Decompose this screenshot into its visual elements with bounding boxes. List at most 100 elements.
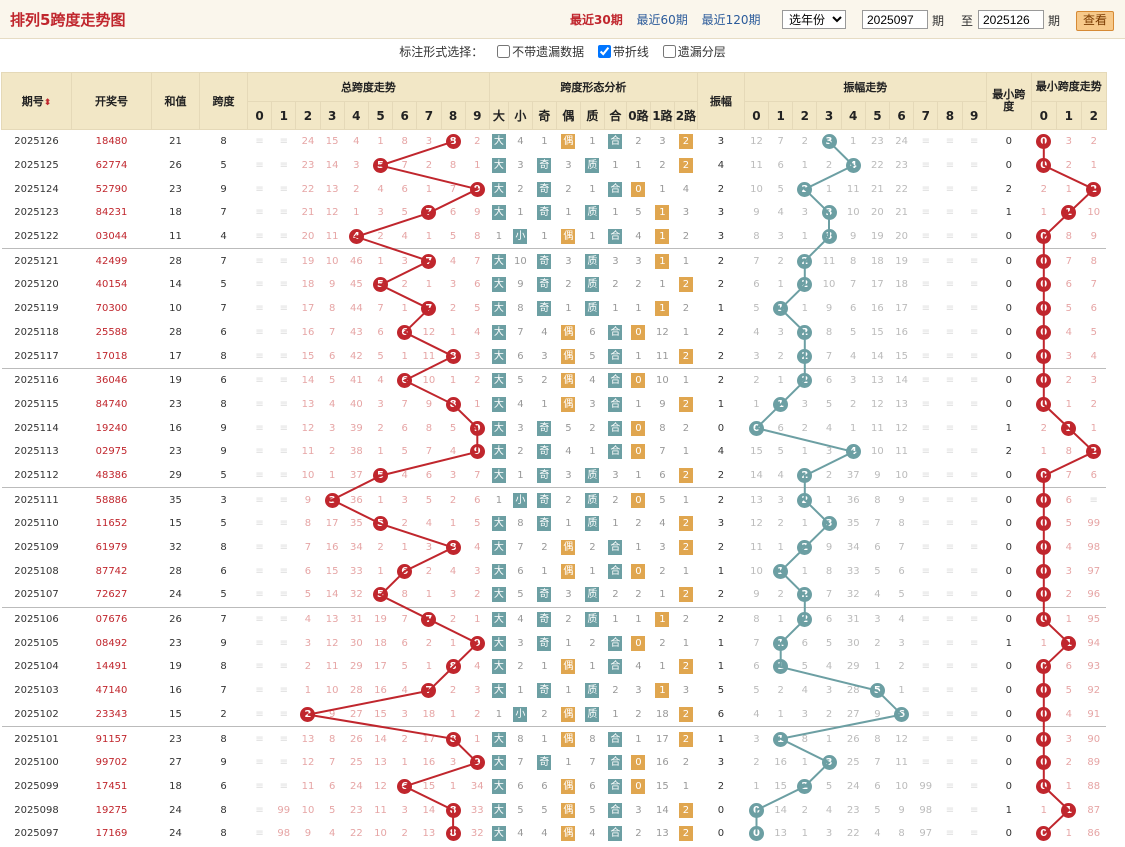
with-line-checkbox[interactable] (597, 45, 611, 58)
from-period-input[interactable] (862, 10, 928, 29)
shape-cell: 3 (565, 160, 572, 172)
amp-miss-cell: 3 (825, 685, 833, 697)
amp-miss-cell: ≡ (969, 160, 979, 172)
shape-tag: 合 (608, 348, 623, 364)
amp-miss-cell: 8 (753, 231, 760, 243)
col-qihao[interactable]: 期号⬍ (1, 72, 72, 130)
shape-cell: 0 (626, 321, 650, 345)
span-cell: 9 (220, 446, 227, 458)
shape-tag: 大 (491, 802, 506, 818)
shape-cell: 偶 (556, 393, 580, 417)
shape-cell: 2 (674, 703, 697, 727)
amp-ball: 1 (773, 563, 789, 579)
shape-cell: 2 (682, 303, 690, 315)
amp-miss-cell: 9 (898, 804, 905, 816)
tab-last-60[interactable]: 最近60期 (636, 13, 688, 27)
span-hit-cell: 8 (441, 344, 465, 368)
min-ball: 1 (1061, 420, 1077, 436)
span-miss-cell: 4 (441, 248, 466, 274)
amp-miss-cell: ≡ (913, 487, 938, 512)
span-miss-cell: 39 (349, 422, 363, 434)
query-button[interactable]: 查看 (1076, 11, 1114, 31)
shape-tag: 合 (608, 826, 623, 842)
shape-cell: 1 (650, 606, 675, 632)
year-select[interactable]: 选年份 (782, 10, 846, 29)
amp-miss-cell: 1 (753, 398, 760, 410)
option-miss-layer[interactable]: 遗漏分层 (662, 45, 726, 59)
min-ball: 0 (1036, 492, 1052, 508)
shape-cell: 4 (682, 183, 690, 195)
span-miss-cell: 8 (474, 231, 481, 243)
amp-miss-cell: ≡ (969, 637, 979, 649)
span-miss-cell: 1 (368, 248, 393, 274)
shape-cell: 1 (565, 637, 572, 649)
option-with-line[interactable]: 带折线 (597, 45, 649, 59)
shape-cell: 1 (626, 726, 651, 751)
span-miss-cell: 6 (401, 422, 408, 434)
shape-cell: 0 (626, 367, 651, 393)
min-miss-cell: 7 (1090, 279, 1097, 291)
amp-miss-cell: ≡ (969, 828, 979, 840)
shape-cell: 3 (517, 637, 524, 649)
option-no-miss[interactable]: 不带遗漏数据 (497, 45, 584, 59)
min-span-cell: 0 (1005, 708, 1012, 720)
span-miss-cell: ≡ (255, 469, 264, 481)
amp-miss-cell: 99 (919, 780, 933, 792)
amp-miss-cell: 12 (750, 136, 763, 148)
shape-cell: 奇 (532, 201, 556, 225)
open-number-cell: 14491 (95, 661, 128, 673)
span-cell: 5 (220, 160, 227, 172)
shape-cell: 1 (612, 518, 619, 530)
sum-cell: 19 (151, 367, 200, 393)
no-miss-label: 不带遗漏数据 (512, 45, 585, 59)
span-hit-cell: 5 (368, 464, 392, 488)
amp-miss-cell: 1 (874, 661, 881, 673)
amp-ball: 2 (797, 612, 813, 628)
tab-last-30[interactable]: 最近30期 (570, 13, 623, 27)
shape-head: 偶 (555, 101, 581, 130)
amp-miss-cell: 20 (871, 207, 884, 219)
sum-cell: 28 (169, 565, 182, 577)
span-ball: 7 (421, 205, 437, 221)
amp-miss-cell: ≡ (969, 757, 979, 769)
span-miss-cell: 15 (422, 780, 436, 792)
span-miss-cell: 9 (304, 828, 312, 840)
to-period-input[interactable] (978, 10, 1044, 29)
shape-cell: 大 (489, 655, 508, 679)
span-miss-cell: ≡ (271, 726, 296, 751)
amp-miss-cell: ≡ (937, 606, 963, 632)
min-hit-cell: 0 (1031, 273, 1056, 297)
miss-layer-checkbox[interactable] (662, 45, 676, 58)
sum-cell: 29 (169, 469, 182, 481)
shape-cell: 1 (565, 207, 572, 219)
min-ball: 1 (1061, 205, 1077, 221)
shape-cell: 11 (656, 350, 669, 362)
shape-cell: 合 (604, 775, 626, 799)
amp-miss-cell: 3 (801, 708, 809, 720)
amp-miss-cell: 4 (777, 207, 784, 219)
min-ball: 0 (1036, 706, 1052, 722)
span-miss-cell: 2 (449, 303, 457, 315)
shape-tag: 2 (678, 706, 693, 722)
amp-ball: 2 (797, 348, 813, 364)
shape-cell: 质 (580, 464, 604, 488)
span-miss-cell: ≡ (279, 350, 288, 362)
span-miss-cell: 1 (474, 160, 481, 172)
amp-miss-cell: 27 (846, 708, 860, 720)
shape-cell: 2 (635, 589, 642, 601)
span-miss-cell: ≡ (279, 303, 288, 315)
span-miss-cell: ≡ (279, 637, 288, 649)
no-miss-checkbox[interactable] (497, 45, 511, 58)
shape-head: 奇 (531, 101, 557, 130)
amp-miss-cell: 2 (850, 398, 857, 410)
span-miss-cell: ≡ (255, 326, 264, 338)
shape-cell: 12 (656, 326, 669, 338)
span-miss-cell: 98 (277, 828, 291, 840)
shape-cell: 大 (489, 177, 508, 201)
amp-miss-cell: 23 (871, 136, 884, 148)
shape-cell: 4 (659, 518, 666, 530)
shape-cell: 5 (589, 350, 596, 362)
shape-tag: 偶 (561, 348, 576, 364)
min-ball: 0 (1036, 659, 1052, 675)
tab-last-120[interactable]: 最近120期 (701, 13, 761, 27)
